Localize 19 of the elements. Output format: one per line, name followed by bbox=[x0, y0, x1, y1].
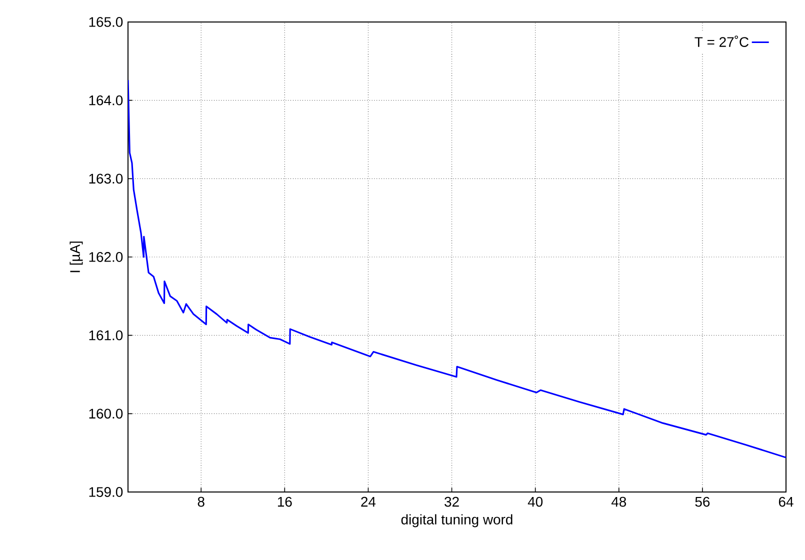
y-tick-label: 159.0 bbox=[89, 487, 123, 497]
y-tick-label: 160.0 bbox=[89, 408, 123, 419]
y-axis-title: I [µA] bbox=[70, 242, 83, 272]
x-tick-label: 16 bbox=[278, 496, 292, 507]
x-tick-label: 48 bbox=[611, 496, 626, 507]
y-tick-label: 165.0 bbox=[89, 17, 123, 27]
x-tick-label: 32 bbox=[444, 496, 459, 507]
x-axis-title: digital tuning word bbox=[401, 514, 512, 528]
x-tick-label: 56 bbox=[695, 496, 710, 507]
y-tick-label: 162.0 bbox=[89, 252, 123, 262]
line-series bbox=[128, 79, 786, 458]
y-tick-label: 163.0 bbox=[89, 174, 123, 184]
y-tick-label: 161.0 bbox=[89, 330, 123, 340]
x-tick-label: 8 bbox=[198, 496, 204, 507]
x-tick-label: 24 bbox=[361, 496, 376, 507]
legend-label: T = 27˚C bbox=[694, 36, 749, 47]
y-tick-label: 164.0 bbox=[89, 95, 123, 106]
x-tick-label: 64 bbox=[778, 496, 794, 507]
x-tick-label: 40 bbox=[528, 496, 543, 507]
